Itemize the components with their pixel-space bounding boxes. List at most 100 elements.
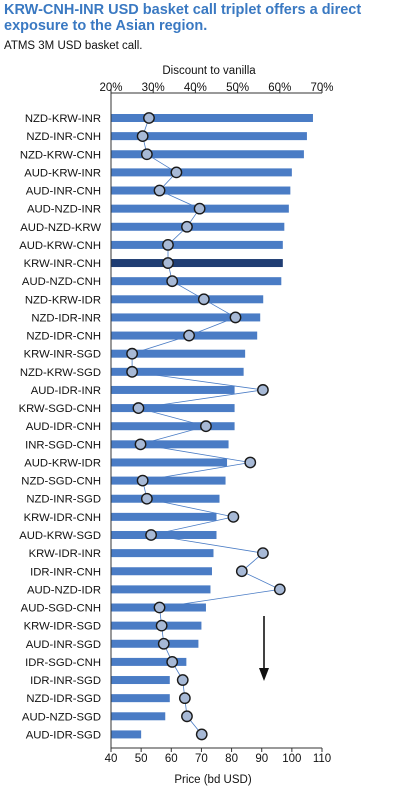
category-label: AUD-KRW-CNH <box>19 240 101 252</box>
discount-point <box>136 130 149 143</box>
bar <box>111 422 235 431</box>
arrow-head <box>259 668 269 681</box>
category-label: IDR-SGD-CNH <box>25 657 101 669</box>
bar <box>111 585 211 594</box>
top-tick-label: 60% <box>268 82 291 94</box>
category-label: NZD-KRW-INR <box>25 113 101 125</box>
category-labels: NZD-KRW-INR NZD-INR-CNH NZD-KRW-CNH AUD-KRW… <box>19 113 102 741</box>
axes: 20% 30% 40% 50% 60% 70% Discount to vanilla 40 5… <box>99 65 333 786</box>
discount-point <box>126 347 139 360</box>
bar <box>111 259 283 268</box>
discount-point <box>140 492 153 505</box>
category-label: NZD-INR-SGD <box>26 494 101 506</box>
bottom-tick-label: 70 <box>195 753 208 765</box>
category-label: KRW-IDR-INR <box>29 548 101 560</box>
discount-point <box>200 420 212 433</box>
category-label: NZD-IDR-SGD <box>26 693 101 705</box>
discount-point <box>162 239 174 251</box>
discount-point <box>195 728 208 741</box>
category-label: AUD-IDR-SGD <box>26 729 101 741</box>
category-label: INR-SGD-CNH <box>25 439 101 451</box>
category-label: AUD-INR-CNH <box>26 186 101 198</box>
bar <box>111 712 166 721</box>
category-label: KRW-IDR-CNH <box>24 512 101 524</box>
bar <box>111 222 285 231</box>
bar <box>111 349 246 358</box>
category-label: AUD-SGD-CNH <box>21 603 101 615</box>
discount-point <box>166 275 179 288</box>
chart-title: KRW-CNH-INR USD basket call triplet offe… <box>4 2 362 34</box>
category-label: NZD-KRW-SGD <box>20 367 101 379</box>
bottom-tick-label: 110 <box>313 753 331 765</box>
category-label: AUD-NZD-KRW <box>20 222 101 234</box>
category-label: NZD-INR-CNH <box>26 131 101 143</box>
bar <box>111 150 304 159</box>
discount-point <box>257 547 269 560</box>
bottom-tick-label: 80 <box>225 753 238 765</box>
discount-point <box>229 311 242 324</box>
bar <box>111 240 283 249</box>
discount-point <box>170 166 183 179</box>
discount-point <box>197 293 210 306</box>
bar <box>111 404 235 413</box>
bar <box>111 530 217 539</box>
discount-point <box>257 384 269 396</box>
discount-point <box>183 329 195 342</box>
top-tick-label: 40% <box>184 82 207 94</box>
discount-point <box>136 474 149 487</box>
discount-point <box>143 112 155 124</box>
category-label: KRW-INR-CNH <box>24 258 101 270</box>
bar <box>111 114 313 122</box>
discount-point <box>235 565 248 578</box>
discount-point <box>157 637 170 650</box>
bar <box>111 567 212 576</box>
category-label: IDR-INR-CNH <box>30 566 101 578</box>
bottom-tick-label: 40 <box>105 753 118 765</box>
discount-point <box>244 456 257 469</box>
category-label: NZD-IDR-INR <box>31 312 101 324</box>
bar <box>111 476 226 485</box>
bar <box>111 440 229 449</box>
discount-point <box>140 148 153 161</box>
category-label: AUD-NZD-CNH <box>22 276 101 288</box>
bar-series <box>111 114 313 739</box>
discount-point <box>166 656 179 668</box>
bar <box>111 730 142 739</box>
discount-point <box>162 257 174 269</box>
top-tick-label: 30% <box>142 82 165 94</box>
bar <box>111 277 282 286</box>
bar <box>111 186 291 195</box>
category-label: AUD-KRW-SGD <box>19 530 101 542</box>
category-label: AUD-INR-SGD <box>26 639 101 651</box>
bottom-axis-title: Price (bd USD) <box>174 774 251 786</box>
arrow-annotation <box>259 616 269 681</box>
bar <box>111 385 235 394</box>
discount-point <box>181 220 193 233</box>
bar <box>111 458 228 467</box>
category-label: NZD-KRW-IDR <box>25 294 101 306</box>
category-label: AUD-KRW-INR <box>24 167 101 179</box>
discount-point <box>126 365 139 378</box>
discount-point <box>193 202 206 215</box>
category-label: AUD-NZD-INR <box>27 204 101 216</box>
discount-point <box>181 710 193 723</box>
bottom-tick-label: 60 <box>165 753 178 765</box>
bar <box>111 694 170 703</box>
bar <box>111 494 220 503</box>
category-label: AUD-KRW-IDR <box>24 457 101 469</box>
discount-point <box>153 601 166 614</box>
discount-point <box>153 184 166 197</box>
discount-point <box>134 438 147 451</box>
top-tick-label: 20% <box>99 82 122 94</box>
bar <box>111 639 199 648</box>
category-label: AUD-IDR-INR <box>31 385 101 397</box>
bottom-tick-label: 90 <box>255 753 268 765</box>
category-label: KRW-SGD-CNH <box>19 403 101 415</box>
bottom-tick-label: 50 <box>135 753 148 765</box>
bar <box>111 295 264 304</box>
discount-point <box>273 583 286 596</box>
category-label: NZD-IDR-CNH <box>26 331 101 343</box>
bar <box>111 367 244 376</box>
bar <box>111 657 187 666</box>
